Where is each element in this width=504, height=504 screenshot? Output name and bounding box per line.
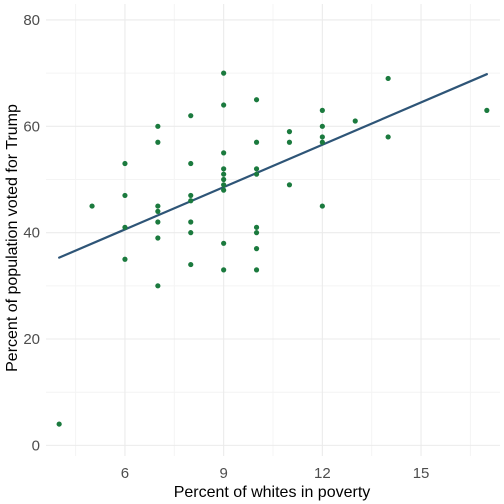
data-point — [254, 225, 259, 230]
grid-minor — [46, 4, 500, 456]
data-point — [254, 246, 259, 251]
data-point — [188, 219, 193, 224]
data-point — [155, 124, 160, 129]
data-point — [254, 172, 259, 177]
data-point — [386, 76, 391, 81]
data-point — [188, 161, 193, 166]
x-axis-title: Percent of whites in poverty — [174, 484, 371, 501]
data-point — [320, 108, 325, 113]
data-point — [221, 71, 226, 76]
data-point — [254, 230, 259, 235]
x-tick-label: 12 — [314, 465, 331, 482]
data-point — [254, 166, 259, 171]
x-tick-label: 6 — [121, 465, 129, 482]
data-point — [254, 97, 259, 102]
data-point — [122, 257, 127, 262]
data-point — [221, 267, 226, 272]
data-point — [320, 134, 325, 139]
y-tick-labels: 0 20 40 60 80 — [23, 12, 40, 454]
y-tick-label: 60 — [23, 118, 40, 135]
data-point — [221, 102, 226, 107]
data-point — [221, 172, 226, 177]
data-point — [320, 203, 325, 208]
data-point — [188, 198, 193, 203]
data-point — [155, 235, 160, 240]
y-tick-label: 80 — [23, 12, 40, 29]
y-tick-label: 0 — [32, 437, 40, 454]
data-point — [287, 129, 292, 134]
data-point — [122, 193, 127, 198]
data-point — [320, 140, 325, 145]
data-point — [221, 182, 226, 187]
data-point — [122, 161, 127, 166]
data-point — [254, 140, 259, 145]
data-point — [287, 140, 292, 145]
data-point — [188, 113, 193, 118]
data-point — [89, 203, 94, 208]
data-point — [155, 203, 160, 208]
x-tick-label: 15 — [413, 465, 430, 482]
data-point — [221, 166, 226, 171]
data-point — [155, 219, 160, 224]
x-tick-labels: 6 9 12 15 — [121, 465, 430, 482]
data-point — [155, 283, 160, 288]
y-tick-label: 40 — [23, 225, 40, 242]
x-tick-label: 9 — [219, 465, 227, 482]
y-axis-title: Percent of population voted for Trump — [4, 104, 21, 372]
data-point — [320, 124, 325, 129]
data-point — [57, 421, 62, 426]
data-point — [221, 241, 226, 246]
data-point — [188, 230, 193, 235]
data-point — [254, 267, 259, 272]
y-tick-label: 20 — [23, 331, 40, 348]
data-point — [155, 209, 160, 214]
data-point — [122, 225, 127, 230]
data-point — [188, 193, 193, 198]
data-point — [287, 182, 292, 187]
data-point — [188, 262, 193, 267]
data-point — [221, 177, 226, 182]
data-point — [221, 188, 226, 193]
data-point — [155, 140, 160, 145]
data-point — [386, 134, 391, 139]
data-point — [484, 108, 489, 113]
data-point — [353, 118, 358, 123]
data-point — [221, 150, 226, 155]
